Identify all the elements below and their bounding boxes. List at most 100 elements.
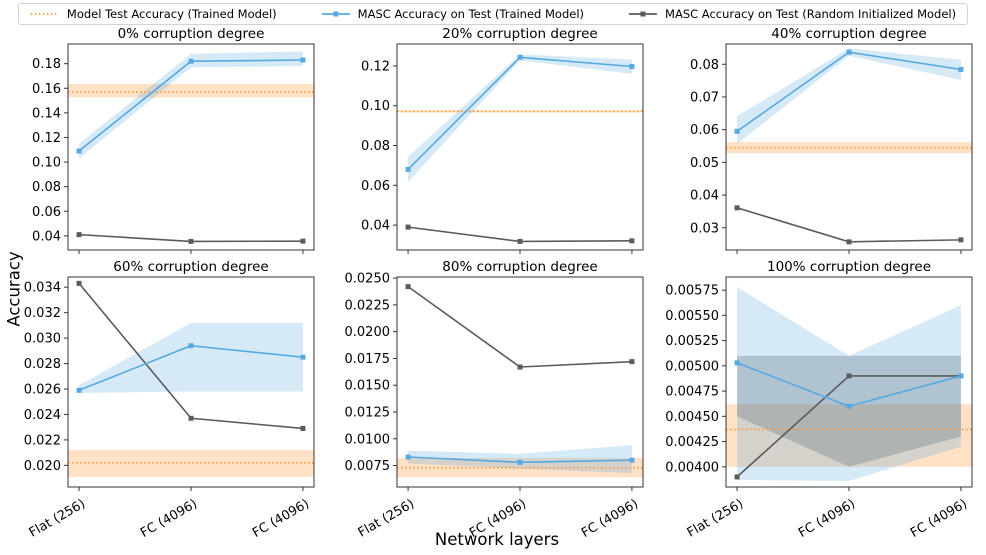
- subplot-canvas: 100% corruption degree 0.00400 0.00425 0.00…: [665, 259, 973, 541]
- x-axis-label: Network layers: [434, 530, 560, 549]
- plot-area: [68, 280, 314, 477]
- y-tick-label: 0.16: [32, 82, 61, 97]
- masc-random-marker: [188, 238, 194, 244]
- masc-random-marker: [846, 373, 852, 379]
- y-tick-label: 0.0250: [345, 272, 391, 287]
- y-tick-label: 0.12: [361, 59, 390, 74]
- subplot-canvas: 60% corruption degree 0.020 0.022 0.024 0.02…: [24, 259, 315, 541]
- x-tick-label: Flat (256): [356, 496, 417, 540]
- plot-area: [68, 51, 314, 244]
- masc-trained-marker: [517, 459, 523, 465]
- y-tick-label: 0.18: [32, 57, 61, 72]
- subplot-canvas: 0% corruption degree 0.04 0.06 0.08 0.10 0.12…: [32, 26, 315, 254]
- masc-random-marker: [76, 280, 82, 286]
- y-tick-label: 0.0175: [345, 352, 391, 367]
- y-tick-label: 0.0125: [345, 406, 391, 421]
- subplot-title: 20% corruption degree: [442, 28, 597, 42]
- masc-trained-marker: [405, 166, 411, 172]
- masc-trained-line-marker-swatch-icon: [321, 8, 351, 20]
- masc-random-marker: [405, 284, 411, 290]
- masc-trained-marker: [76, 387, 82, 393]
- y-tick-label: 0.020: [24, 459, 61, 474]
- subplot-title: 60% corruption degree: [113, 259, 268, 275]
- subplot-100pct-corruption: 100% corruption degree 0.00400 0.00425 0.00…: [658, 258, 986, 555]
- plot-area: [397, 284, 643, 478]
- y-tick-label: 0.030: [24, 332, 61, 347]
- masc-trained-marker: [300, 57, 306, 63]
- y-tick-label: 0.028: [24, 357, 61, 372]
- y-tick-label: 0.07: [690, 90, 719, 105]
- y-tick-label: 0.00550: [665, 309, 719, 324]
- subplot-canvas: 40% corruption degree 0.03 0.04 0.05 0.06 0.0…: [690, 26, 973, 254]
- model-test-band: [726, 404, 972, 467]
- y-tick-label: 0.10: [361, 99, 390, 114]
- masc-trained-band: [408, 54, 632, 182]
- y-tick-label: 0.026: [24, 383, 61, 398]
- y-tick-label: 0.04: [690, 189, 719, 204]
- subplot-title: 80% corruption degree: [442, 259, 597, 275]
- y-tick-label: 0.00450: [665, 410, 719, 425]
- y-tick-label: 0.00425: [665, 435, 719, 450]
- y-tick-label: 0.06: [32, 205, 61, 220]
- masc-random-marker: [958, 237, 964, 243]
- plot-area: [726, 48, 972, 245]
- axes-spines: [67, 43, 315, 251]
- masc-trained-marker: [846, 49, 852, 55]
- y-tick-label: 0.05: [690, 156, 719, 171]
- masc-trained-marker: [958, 373, 964, 379]
- masc-trained-marker: [629, 63, 635, 69]
- masc-random-marker: [629, 359, 635, 365]
- y-tick-label: 0.03: [690, 221, 719, 236]
- legend-item-masc-trained: MASC Accuracy on Test (Trained Model): [321, 7, 584, 21]
- subplot-canvas: 80% corruption degree 0.0075 0.0100 0.0125 0…: [345, 259, 644, 541]
- masc-random-marker: [734, 474, 740, 480]
- masc-trained-band: [737, 48, 961, 145]
- y-tick-label: 0.14: [32, 106, 61, 121]
- masc-trained-marker: [188, 58, 194, 64]
- masc-trained-marker: [958, 67, 964, 73]
- y-tick-label: 0.08: [690, 58, 719, 73]
- masc-trained-band: [79, 322, 303, 393]
- y-tick-label: 0.00400: [665, 460, 719, 475]
- masc-trained-marker: [405, 454, 411, 460]
- x-tick-label: FC (4096): [908, 496, 970, 540]
- legend: Model Test Accuracy (Trained Model) MASC…: [17, 3, 969, 25]
- masc-trained-band: [79, 51, 303, 159]
- masc-trained-marker: [188, 343, 194, 349]
- subplot-title: 40% corruption degree: [771, 28, 926, 42]
- subplot-40pct-corruption: 40% corruption degree 0.03 0.04 0.05 0.06 0.0…: [658, 26, 986, 262]
- y-tick-label: 0.022: [24, 433, 61, 448]
- masc-random-marker: [517, 238, 523, 244]
- y-tick-label: 0.10: [32, 156, 61, 171]
- masc-random-marker: [76, 232, 82, 238]
- masc-random-marker: [300, 238, 306, 244]
- masc-random-line-marker-swatch-icon: [628, 8, 658, 20]
- plot-area: [726, 287, 972, 481]
- model-test-band: [397, 110, 643, 113]
- y-tick-label: 0.0225: [345, 298, 391, 313]
- subplot-title: 0% corruption degree: [118, 28, 265, 42]
- y-tick-label: 0.00525: [665, 334, 719, 349]
- masc-random-marker: [629, 238, 635, 244]
- y-tick-label: 0.04: [361, 219, 390, 234]
- x-tick-label: Flat (256): [685, 496, 746, 540]
- masc-trained-marker: [300, 354, 306, 360]
- model-test-band: [68, 83, 314, 98]
- masc-random-marker: [517, 364, 523, 370]
- x-tick-label: FC (4096): [796, 496, 858, 540]
- masc-trained-marker: [629, 457, 635, 463]
- masc-trained-band: [408, 445, 632, 474]
- y-tick-label: 0.00475: [665, 385, 719, 400]
- masc-random-line: [407, 285, 632, 368]
- y-tick-label: 0.04: [32, 229, 61, 244]
- y-tick-label: 0.0200: [345, 325, 391, 340]
- subplot-0pct-corruption: 0% corruption degree 0.04 0.06 0.08 0.10 0.12…: [0, 26, 328, 262]
- y-tick-label: 0.06: [690, 123, 719, 138]
- y-tick-label: 0.08: [32, 180, 61, 195]
- masc-trained-marker: [517, 54, 523, 60]
- masc-trained-line: [736, 51, 962, 132]
- masc-trained-marker: [846, 403, 852, 409]
- masc-random-marker: [188, 415, 194, 421]
- masc-random-band: [737, 355, 961, 467]
- y-tick-label: 0.0075: [345, 459, 391, 474]
